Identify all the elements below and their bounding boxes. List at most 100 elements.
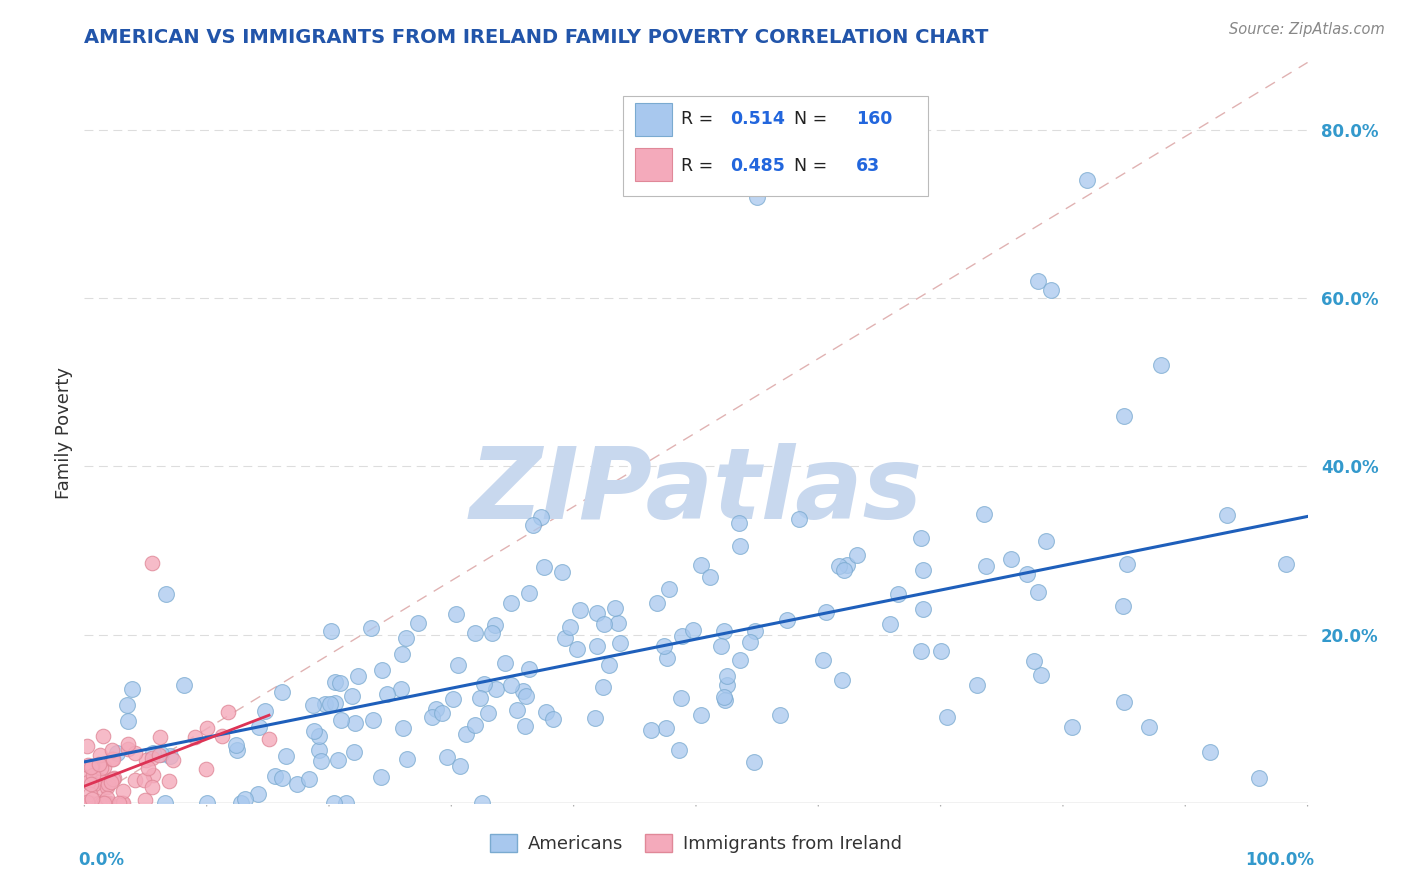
Point — [973, 507, 995, 521]
Point — [513, 718, 536, 732]
Text: Source: ZipAtlas.com: Source: ZipAtlas.com — [1229, 22, 1385, 37]
Point — [112, 783, 135, 797]
Point — [211, 729, 233, 743]
Point — [148, 747, 170, 762]
Point — [80, 777, 103, 791]
Point — [285, 777, 308, 791]
Point — [565, 642, 588, 657]
Text: R =: R = — [682, 157, 718, 175]
Point — [309, 754, 332, 768]
Text: AMERICAN VS IMMIGRANTS FROM IRELAND FAMILY POVERTY CORRELATION CHART: AMERICAN VS IMMIGRANTS FROM IRELAND FAMI… — [84, 28, 988, 47]
Point — [124, 747, 146, 761]
Point — [585, 639, 607, 653]
Point — [217, 705, 239, 719]
Point — [640, 723, 662, 737]
Point — [776, 613, 799, 627]
Point — [912, 602, 935, 616]
Point — [155, 587, 177, 601]
Point — [100, 775, 122, 789]
Point — [1039, 283, 1062, 297]
Point — [183, 730, 205, 744]
Point — [655, 650, 678, 665]
Point — [271, 685, 294, 699]
Point — [444, 607, 467, 622]
Text: 63: 63 — [856, 157, 880, 175]
Text: N =: N = — [783, 111, 832, 128]
Point — [835, 558, 858, 573]
Text: 0.485: 0.485 — [730, 157, 785, 175]
Point — [79, 787, 101, 801]
Point — [517, 662, 540, 676]
Point — [80, 796, 103, 810]
Point — [80, 760, 103, 774]
Point — [1116, 557, 1139, 571]
Point — [464, 626, 486, 640]
Point — [150, 747, 173, 761]
Point — [910, 531, 932, 545]
Point — [173, 678, 195, 692]
Point — [811, 653, 834, 667]
Point — [845, 548, 868, 562]
Point — [541, 712, 564, 726]
Point — [89, 796, 111, 810]
Point — [75, 796, 97, 810]
Point — [319, 698, 342, 712]
Point — [512, 684, 534, 698]
Point — [76, 739, 98, 753]
Point — [738, 635, 761, 649]
Point — [153, 796, 176, 810]
Point — [464, 718, 486, 732]
Point — [134, 773, 156, 788]
Point — [966, 678, 988, 692]
Point — [141, 750, 163, 764]
Point — [360, 621, 382, 635]
Point — [96, 780, 118, 794]
Point — [335, 796, 357, 810]
Point — [115, 698, 138, 712]
Point — [308, 743, 330, 757]
Point — [76, 795, 98, 809]
Point — [406, 615, 429, 630]
Point — [136, 761, 159, 775]
Point — [141, 780, 163, 795]
Point — [342, 690, 364, 704]
Point — [83, 777, 105, 791]
Point — [108, 796, 131, 810]
Point — [94, 796, 117, 810]
Point — [494, 656, 516, 670]
Point — [76, 775, 98, 789]
Point — [420, 710, 443, 724]
Point — [98, 796, 121, 810]
Point — [441, 691, 464, 706]
Point — [329, 676, 352, 690]
Point — [484, 618, 506, 632]
Point — [714, 692, 737, 706]
Text: R =: R = — [682, 111, 718, 128]
Point — [395, 631, 418, 645]
Point — [264, 769, 287, 783]
Point — [395, 751, 418, 765]
Legend: Americans, Immigrants from Ireland: Americans, Immigrants from Ireland — [482, 827, 910, 861]
Point — [551, 565, 574, 579]
Point — [669, 691, 692, 706]
Point — [225, 743, 247, 757]
Point — [314, 697, 336, 711]
Point — [389, 681, 412, 696]
Point — [105, 746, 128, 760]
Point — [682, 623, 704, 637]
Point — [592, 680, 614, 694]
Point — [536, 705, 558, 719]
Point — [1029, 668, 1052, 682]
Point — [257, 731, 280, 746]
Point — [606, 616, 628, 631]
Point — [1076, 173, 1098, 187]
Point — [583, 711, 606, 725]
Y-axis label: Family Poverty: Family Poverty — [55, 367, 73, 499]
Point — [1150, 359, 1173, 373]
Point — [304, 724, 326, 739]
Point — [974, 558, 997, 573]
Point — [254, 704, 277, 718]
Point — [361, 714, 384, 728]
Text: ZIPatlas: ZIPatlas — [470, 443, 922, 541]
Point — [668, 742, 690, 756]
